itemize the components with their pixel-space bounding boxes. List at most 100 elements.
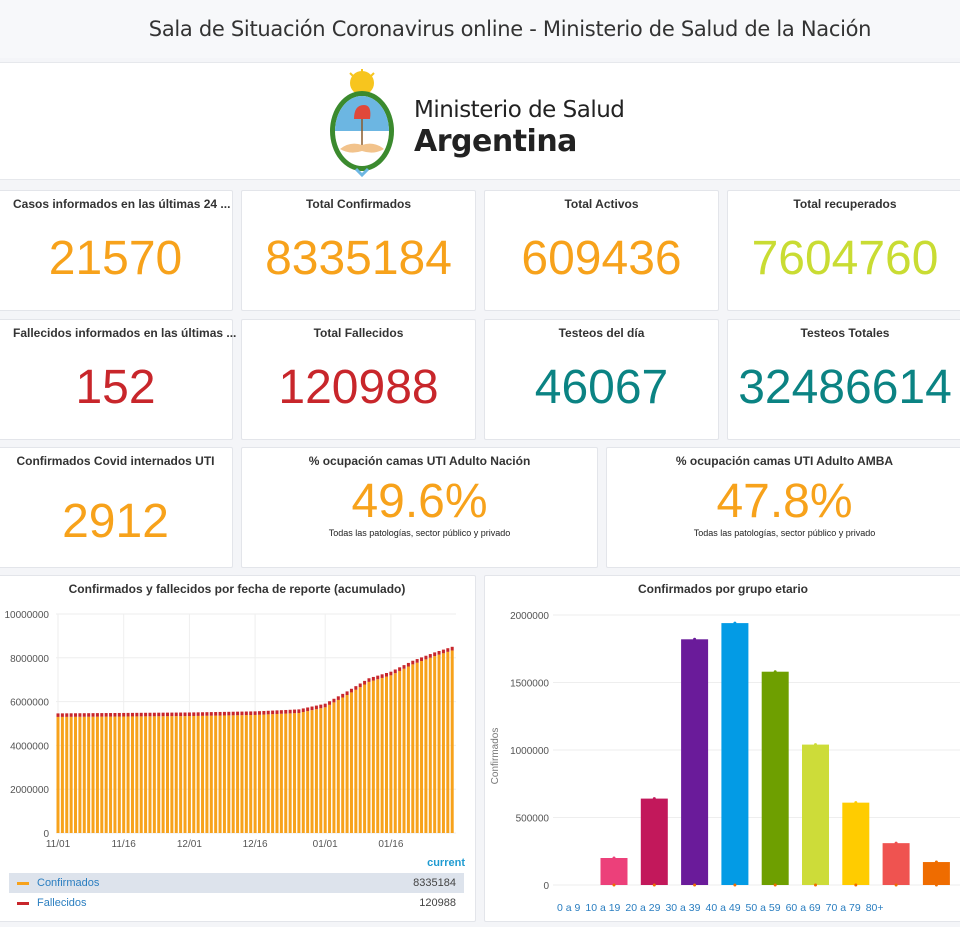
- bar-confirmados: [288, 713, 292, 833]
- bar-confirmados: [201, 715, 205, 833]
- stat-title: Total Confirmados: [305, 197, 412, 211]
- age-label[interactable]: 20 a 29: [625, 902, 661, 914]
- bar-fallecidos: [201, 712, 205, 716]
- age-label[interactable]: 50 a 59: [745, 902, 781, 914]
- legend-value: 120988: [419, 897, 456, 909]
- bar-fallecidos: [306, 707, 310, 712]
- bar-fallecidos: [266, 710, 270, 715]
- bar-confirmados: [284, 713, 288, 833]
- bar-fallecidos: [227, 711, 231, 716]
- age-label[interactable]: 70 a 79: [825, 902, 861, 914]
- legend-item-fallecidos[interactable]: Fallecidos 120988: [9, 893, 464, 913]
- bar-fallecidos: [65, 713, 69, 717]
- chart-legend: Confirmados 8335184 Fallecidos 120988: [9, 873, 464, 913]
- bar-confirmados: [293, 713, 297, 833]
- stat-total-confirmados: Total Confirmados 8335184: [241, 190, 476, 311]
- bar-fallecidos: [209, 712, 213, 716]
- bar-10-a-19: [640, 798, 668, 885]
- bar-fallecidos: [341, 693, 345, 698]
- bar-fallecidos: [319, 704, 323, 709]
- bar-confirmados: [385, 676, 388, 833]
- age-label[interactable]: 40 a 49: [705, 902, 741, 914]
- bar-fallecidos: [144, 712, 148, 717]
- bar-fallecidos: [122, 712, 126, 717]
- bar-confirmados: [74, 716, 78, 833]
- bar-confirmados: [179, 716, 183, 833]
- bar-confirmados: [446, 651, 450, 833]
- bar-fallecidos: [371, 676, 375, 681]
- bar-confirmados: [196, 715, 200, 833]
- bar-fallecidos: [187, 712, 191, 717]
- bar-fallecidos: [95, 713, 99, 717]
- bar-30-a-39: [721, 623, 749, 885]
- bar-confirmados: [122, 716, 126, 833]
- bar-fallecidos: [450, 646, 454, 651]
- bar-confirmados: [126, 716, 130, 833]
- bar-fallecidos: [60, 713, 64, 717]
- bar-fallecidos: [437, 651, 441, 655]
- y-tick-label: 0: [43, 829, 49, 840]
- bar-confirmados: [157, 716, 161, 833]
- bar-confirmados: [415, 662, 419, 833]
- y-tick-label: 1500000: [510, 679, 549, 690]
- bar-fallecidos: [301, 708, 305, 713]
- bar-confirmados: [60, 716, 64, 833]
- bar-fallecidos: [349, 688, 353, 693]
- bar-confirmados: [336, 699, 340, 833]
- age-label[interactable]: 10 a 19: [585, 902, 621, 914]
- chart-title: Confirmados por grupo etario: [637, 582, 808, 596]
- bar-confirmados: [406, 666, 410, 833]
- bar-point: [733, 621, 737, 625]
- bar-confirmados: [205, 715, 209, 833]
- x-tick-label: 12/16: [243, 839, 268, 850]
- y-tick-label: 0: [543, 881, 549, 892]
- age-label[interactable]: 0 a 9: [557, 902, 581, 914]
- bar-fallecidos: [236, 711, 240, 716]
- stat-internados-uti: Confirmados Covid internados UTI 2912: [0, 447, 233, 568]
- stat-title: Total Fallecidos: [313, 326, 404, 340]
- bar-confirmados: [279, 713, 283, 833]
- bar-fallecidos: [314, 705, 318, 710]
- bar-fallecidos: [244, 711, 248, 716]
- bar-fallecidos: [402, 665, 406, 669]
- stat-title: % ocupación camas UTI Adulto AMBA: [675, 454, 894, 468]
- bar-fallecidos: [380, 674, 384, 678]
- bar-fallecidos: [393, 669, 397, 674]
- bar-fallecidos: [130, 712, 134, 717]
- bar-fallecidos: [179, 712, 183, 717]
- bar-confirmados: [402, 668, 406, 833]
- stat-value: 21570: [48, 232, 183, 285]
- bar-confirmados: [450, 650, 454, 833]
- legend-value: 8335184: [413, 877, 456, 889]
- bar-confirmados: [420, 661, 424, 833]
- bar-fallecidos: [253, 711, 257, 715]
- bar-confirmados: [104, 716, 108, 833]
- legend-label: Confirmados: [37, 877, 100, 889]
- bar-confirmados: [109, 716, 113, 833]
- bar-fallecidos: [152, 712, 156, 717]
- bar-fallecidos: [148, 712, 152, 717]
- coat-of-arms-icon: [330, 69, 394, 178]
- bar-confirmados: [218, 715, 222, 833]
- bar-confirmados: [323, 707, 327, 833]
- bar-fallecidos: [69, 713, 73, 717]
- bar-fallecidos: [91, 713, 95, 717]
- age-label[interactable]: 80+: [865, 902, 884, 914]
- age-label[interactable]: 30 a 39: [665, 902, 701, 914]
- age-label[interactable]: 60 a 69: [785, 902, 821, 914]
- bar-confirmados: [130, 716, 134, 833]
- stat-title: Testeos del día: [558, 326, 645, 340]
- y-tick-label: 500000: [516, 814, 550, 825]
- bar-0-a-9: [600, 858, 628, 885]
- bar-confirmados: [297, 712, 301, 833]
- bar-confirmados: [166, 716, 169, 833]
- bar-point: [773, 670, 777, 674]
- bar-fallecidos: [358, 683, 362, 688]
- line-bar-chart: 0 2000000 4000000 6000000 8000000 10000000 11/…: [5, 610, 456, 850]
- bar-confirmados: [100, 716, 104, 833]
- legend-label: Fallecidos: [37, 897, 87, 909]
- legend-item-confirmados[interactable]: Confirmados 8335184: [9, 873, 464, 893]
- bar-fallecidos: [157, 712, 161, 717]
- bar-confirmados: [376, 679, 380, 833]
- bar-confirmados: [363, 684, 367, 833]
